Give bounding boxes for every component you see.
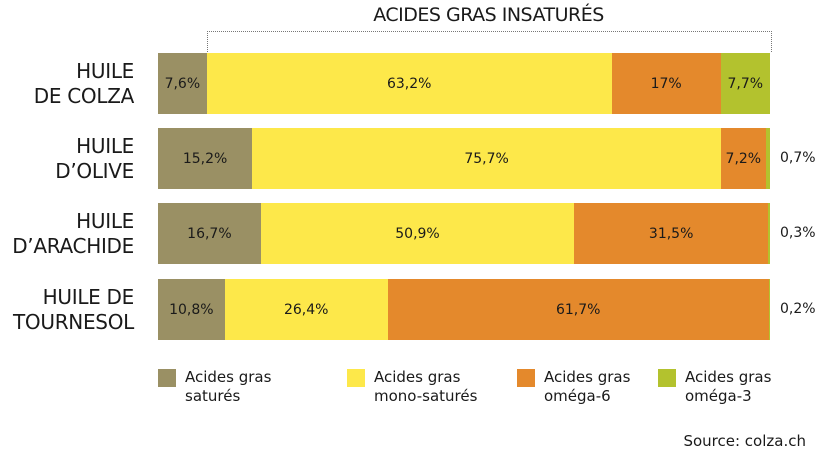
category-label-line: DE COLZA: [33, 84, 135, 108]
unsaturated-bracket: [207, 31, 772, 52]
bar-segment: [768, 279, 770, 340]
legend-item: Acides gras mono-saturés: [347, 368, 477, 406]
category-label: HUILE DE COLZA: [0, 59, 135, 109]
bar-segment: 75,7%: [252, 128, 722, 189]
bar-segment: [768, 203, 770, 264]
bar-segment: 50,9%: [260, 203, 575, 264]
bar-segment: 7,6%: [158, 53, 207, 114]
stacked-bar: 15,2% 75,7% 7,2%: [158, 128, 770, 189]
legend-label: Acides gras saturés: [185, 368, 271, 406]
data-label: 0,2%: [780, 301, 816, 317]
legend-item: Acides gras oméga-6: [517, 368, 630, 406]
stacked-bar: 7,6% 63,2% 17% 7,7%: [158, 53, 770, 114]
data-label: 7,2%: [725, 150, 762, 167]
bar-segment: 10,8%: [158, 279, 225, 340]
legend-swatch: [158, 369, 176, 387]
legend-label: Acides gras mono-saturés: [374, 368, 477, 406]
category-label-line: D’ARACHIDE: [12, 234, 134, 258]
legend-label-line: mono-saturés: [374, 387, 478, 405]
bar-segment: 61,7%: [387, 279, 769, 340]
bar-segment: 7,2%: [721, 128, 766, 189]
category-label-line: TOURNESOL: [13, 310, 134, 334]
data-label: 17%: [650, 75, 682, 92]
legend-item: Acides gras oméga-3: [658, 368, 771, 406]
category-label: HUILE D’OLIVE: [0, 134, 134, 184]
source-note: Source: colza.ch: [683, 432, 806, 450]
bar-segment: 31,5%: [574, 203, 769, 264]
data-label: 0,7%: [780, 150, 816, 166]
data-label: 15,2%: [182, 150, 228, 167]
legend-swatch: [347, 369, 365, 387]
data-label: 50,9%: [395, 225, 440, 242]
bar-segment: [765, 128, 770, 189]
legend-label-line: oméga-3: [685, 387, 752, 405]
data-label: 61,7%: [555, 301, 601, 318]
legend-label-line: Acides gras: [685, 368, 772, 386]
category-label-line: D’OLIVE: [55, 159, 134, 183]
legend-label-line: Acides gras: [374, 368, 461, 386]
legend-label-line: oméga-6: [544, 387, 611, 405]
bar-segment: 15,2%: [158, 128, 253, 189]
data-label: 10,8%: [169, 301, 214, 318]
category-label: HUILE DE TOURNESOL: [0, 285, 134, 335]
bar-segment: 63,2%: [206, 53, 612, 114]
data-label: 7,7%: [727, 75, 764, 92]
category-label-line: HUILE: [76, 209, 134, 233]
data-label: 63,2%: [386, 75, 432, 92]
category-label-line: HUILE DE: [42, 285, 135, 309]
data-label: 26,4%: [283, 301, 329, 318]
legend-label-line: saturés: [185, 387, 241, 405]
data-label: 0,3%: [780, 225, 816, 241]
legend-label: Acides gras oméga-6: [544, 368, 630, 406]
legend-label-line: Acides gras: [544, 368, 631, 386]
bar-segment: 7,7%: [720, 53, 770, 114]
chart-title: ACIDES GRAS INSATURÉS: [373, 4, 604, 26]
legend-swatch: [658, 369, 676, 387]
data-label: 31,5%: [648, 225, 694, 242]
data-label: 7,6%: [164, 75, 201, 92]
legend-item: Acides gras saturés: [158, 368, 271, 406]
data-label: 75,7%: [464, 150, 509, 167]
category-label-line: HUILE: [76, 59, 134, 83]
category-label: HUILE D’ARACHIDE: [0, 209, 134, 259]
bar-segment: 17%: [611, 53, 721, 114]
legend-label: Acides gras oméga-3: [685, 368, 771, 406]
legend-swatch: [517, 369, 535, 387]
category-label-line: HUILE: [76, 134, 134, 158]
bar-segment: 16,7%: [158, 203, 261, 264]
legend-label-line: Acides gras: [185, 368, 272, 386]
stacked-bar: 10,8% 26,4% 61,7%: [158, 279, 770, 340]
stacked-bar: 16,7% 50,9% 31,5%: [158, 203, 770, 264]
bar-segment: 26,4%: [224, 279, 388, 340]
data-label: 16,7%: [187, 225, 232, 242]
